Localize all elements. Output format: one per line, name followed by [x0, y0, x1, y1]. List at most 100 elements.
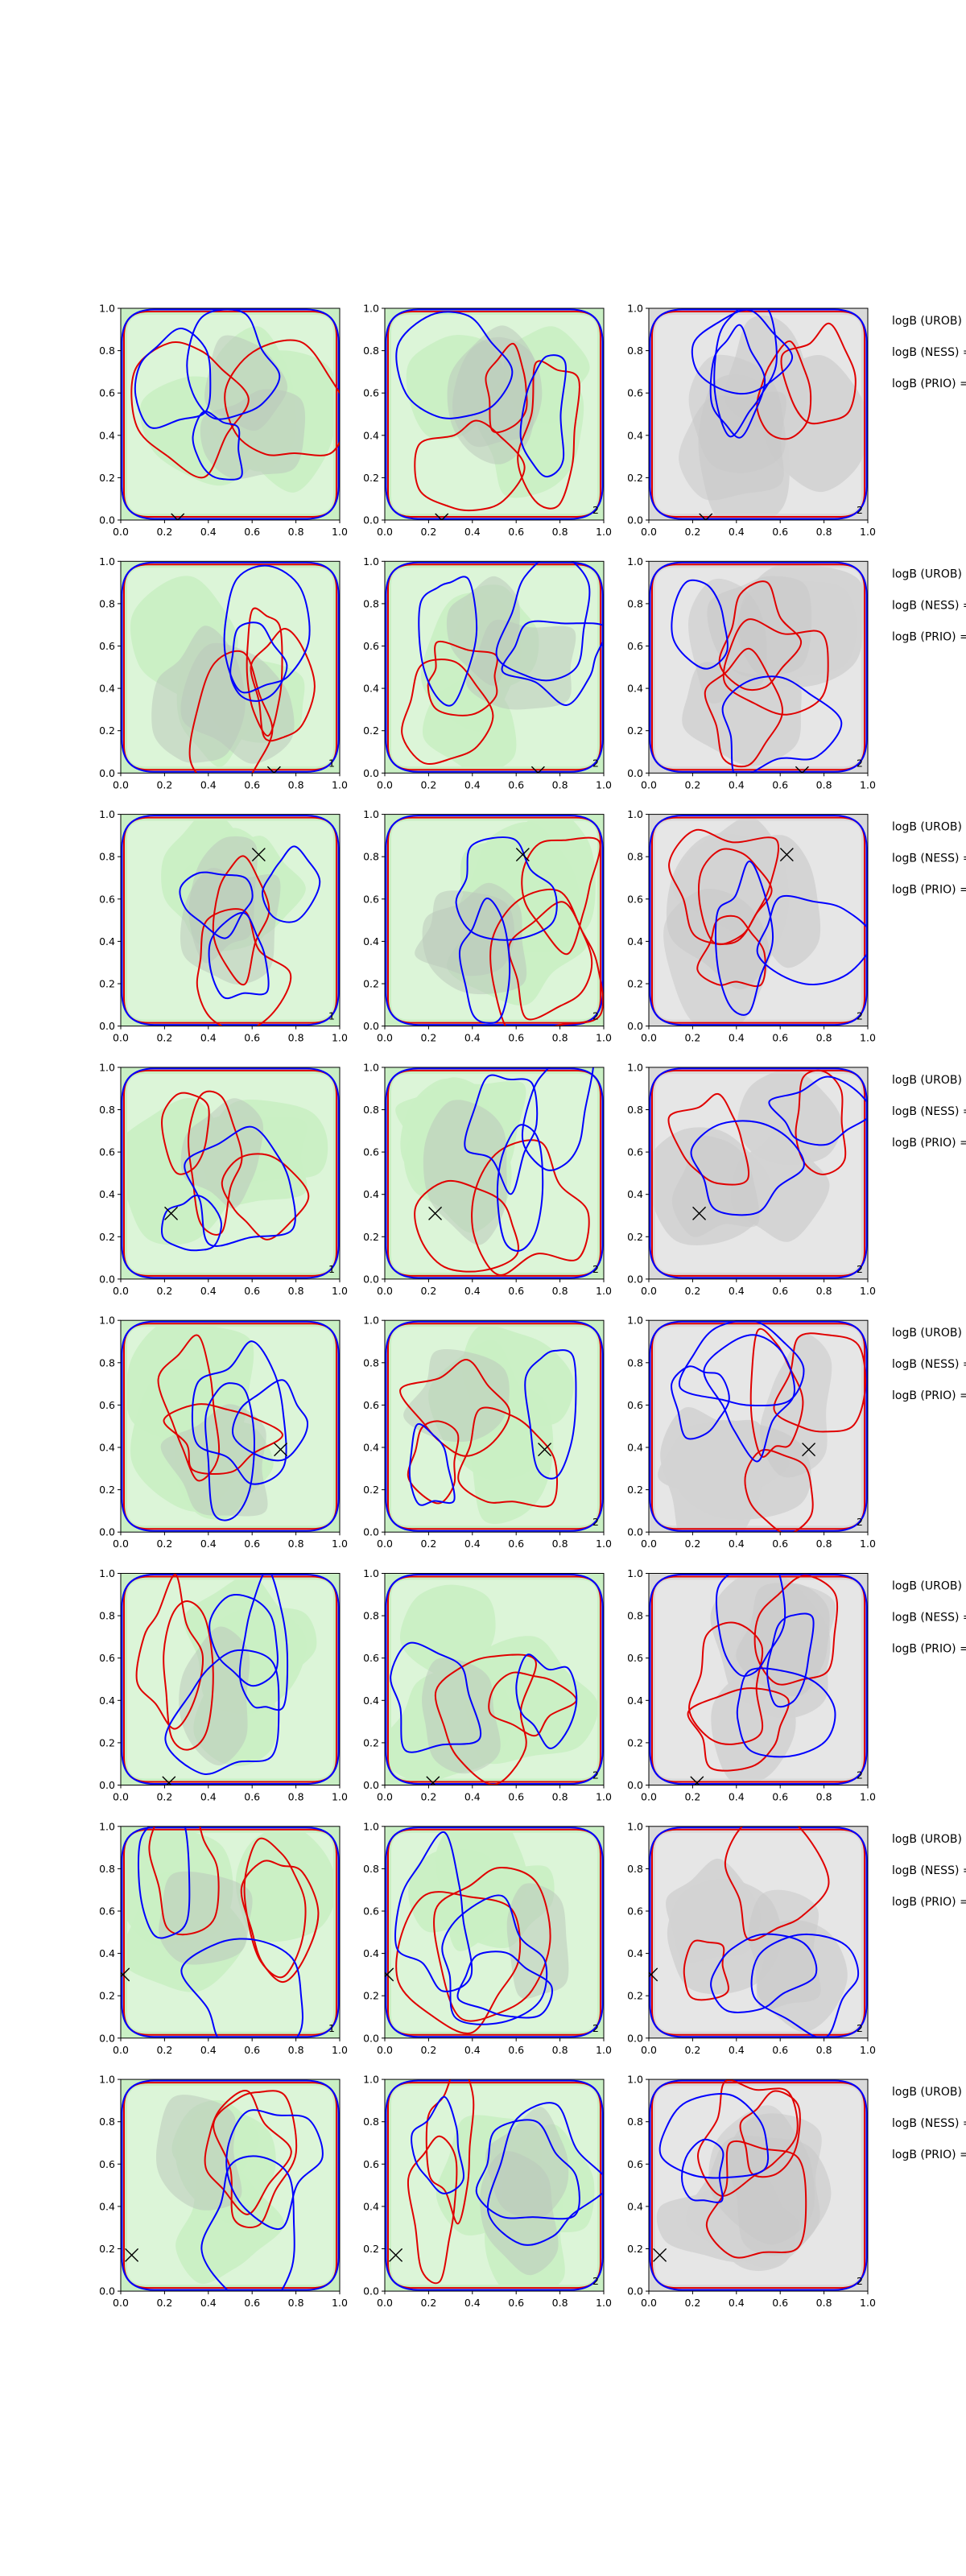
- x-tick-label: 0.2: [156, 1791, 172, 1803]
- x-tick-label: 0.2: [420, 2297, 436, 2309]
- y-tick-label: 0.4: [99, 935, 115, 947]
- y-tick-label: 0.0: [627, 1273, 643, 1285]
- blue-contour-line: [200, 2155, 295, 2292]
- x-tick-label: 1.0: [596, 1285, 612, 1297]
- x-tick-label: 0.2: [684, 1791, 700, 1803]
- x-tick-label: 1.0: [332, 2297, 348, 2309]
- contour-panel-gray: 2 0.00.0 0.2 0.2 0.4 0.4 0.6 0.6 0.8 0.8 1.0 1.0: [627, 555, 876, 791]
- figure-row: 0.00.00.20.20.40.40.60.60.80.81.01.020.0…: [99, 1567, 966, 1803]
- x-tick-label: 0.0: [377, 1538, 393, 1550]
- row-annotation: logB (UROB) =: [892, 1580, 966, 1593]
- y-tick-label: 0.2: [363, 1736, 379, 1748]
- red-contour-line: [163, 1403, 284, 1475]
- panel-frame: [384, 1573, 605, 1785]
- y-tick-label: 1.0: [363, 2074, 379, 2086]
- blue-contour-line: [385, 1574, 604, 1785]
- red-contour-line: [724, 1826, 830, 1942]
- y-tick-label: 1.0: [627, 2074, 643, 2086]
- panel-corner-label: 2: [592, 757, 599, 769]
- y-tick-label: 1.0: [627, 808, 643, 820]
- red-contour-line: [705, 2140, 807, 2259]
- filled-contour-shade: [155, 2095, 242, 2211]
- y-tick-label: 1.0: [627, 1820, 643, 1832]
- contour-panel-green: 0.00.0 0.2 0.2 0.4 0.4 0.6 0.6 0.8 0.8 1.0 1.0: [99, 1315, 348, 1550]
- red-contour-line: [414, 1179, 519, 1273]
- x-tick-label: 0.4: [200, 2297, 217, 2309]
- y-tick-label: 0.2: [99, 472, 115, 484]
- blue-contour-line: [192, 411, 243, 481]
- y-tick-label: 0.0: [627, 1779, 643, 1791]
- y-tick-label: 0.0: [99, 2032, 115, 2044]
- x-marker: [162, 1776, 176, 1785]
- y-tick-label: 0.8: [99, 1104, 115, 1116]
- y-tick-label: 0.6: [99, 1905, 115, 1918]
- x-tick-label: 1.0: [860, 1538, 876, 1550]
- y-tick-label: 1.0: [363, 808, 379, 820]
- panel-frame: [648, 1067, 869, 1280]
- blue-contour-line: [649, 2079, 868, 2291]
- y-tick-label: 1.0: [99, 1315, 115, 1327]
- x-marker: [266, 766, 281, 774]
- x-tick-label: 0.6: [772, 2297, 788, 2309]
- filled-contour-level: [666, 1858, 761, 1963]
- y-tick-label: 0.4: [99, 1188, 115, 1200]
- blue-contour-line: [390, 1641, 482, 1753]
- x-tick-label: 1.0: [332, 1285, 348, 1297]
- y-tick-label: 0.4: [363, 2200, 379, 2212]
- x-tick-label: 0.6: [244, 1791, 260, 1803]
- x-tick-label: 0.2: [420, 1538, 436, 1550]
- x-tick-label: 0.8: [816, 2297, 832, 2309]
- x-marker: [125, 2248, 139, 2262]
- x-tick-label: 1.0: [860, 1032, 876, 1044]
- panel-corner-label: 2: [592, 1263, 599, 1275]
- y-tick-label: 0.0: [363, 2032, 379, 2044]
- x-tick-label: 1.0: [596, 1538, 612, 1550]
- x-tick-label: 0.4: [464, 778, 481, 791]
- row-annotation: logB (NESS) =: [892, 1358, 966, 1371]
- contour-panel-green: 2 0.00.0 0.2 0.2 0.4 0.4 0.6 0.6 0.8 0.8 1.0 1.0: [363, 1061, 612, 1297]
- row-annotation: logB (PRIO) =: [892, 1896, 966, 1909]
- x-tick-label: 1.0: [332, 1538, 348, 1550]
- x-tick-label: 0.0: [113, 1791, 129, 1803]
- red-contour-line: [687, 1687, 790, 1772]
- contour-panel-green: 0.00.0 0.2 0.2 0.4 0.4 0.6 0.6 0.8 0.8 1.0 1.0: [99, 303, 348, 539]
- x-tick-label: 0.4: [464, 1538, 481, 1550]
- y-tick-label: 0.2: [627, 724, 643, 737]
- row-annotation: logB (UROB) =: [892, 315, 966, 328]
- x-tick-label: 0.8: [288, 2297, 304, 2309]
- y-tick-label: 0.8: [99, 1610, 115, 1622]
- panel-frame: [648, 1826, 869, 2039]
- blue-contour-line: [649, 1574, 868, 1785]
- blue-contour-line: [458, 898, 511, 1024]
- x-tick-label: 0.6: [508, 526, 524, 538]
- red-contour-line: [697, 848, 773, 946]
- blue-contour-line: [121, 1320, 340, 1532]
- panel-corner-label: 1: [328, 2022, 335, 2034]
- blue-contour-line: [225, 2109, 324, 2231]
- x-tick-label: 0.0: [113, 1032, 129, 1044]
- y-tick-label: 0.6: [363, 387, 379, 399]
- x-tick-label: 1.0: [332, 778, 348, 791]
- y-tick-label: 0.8: [627, 2116, 643, 2128]
- red-contour-line: [425, 2079, 475, 2225]
- panel-corner-label: 1: [328, 1010, 335, 1022]
- red-contour-line: [407, 2135, 458, 2285]
- y-tick-label: 0.6: [363, 1399, 379, 1411]
- y-tick-label: 0.0: [99, 767, 115, 779]
- x-tick-label: 0.4: [464, 1285, 481, 1297]
- x-tick-label: 0.8: [552, 1538, 568, 1550]
- x-tick-label: 0.4: [729, 1032, 745, 1044]
- panel-frame: [120, 308, 341, 521]
- filled-contour-shade: [423, 1100, 507, 1245]
- panel-frame: [120, 1573, 341, 1785]
- x-tick-label: 0.6: [772, 1538, 788, 1550]
- x-tick-label: 0.8: [288, 1285, 304, 1297]
- x-marker: [164, 1206, 179, 1220]
- blue-contour-line: [649, 1067, 868, 1279]
- x-tick-label: 0.4: [464, 2044, 481, 2056]
- x-tick-label: 0.8: [552, 2297, 568, 2309]
- y-tick-label: 0.2: [99, 2243, 115, 2255]
- y-tick-label: 0.2: [363, 1484, 379, 1496]
- x-tick-label: 0.8: [816, 1285, 832, 1297]
- x-tick-label: 0.6: [772, 1032, 788, 1044]
